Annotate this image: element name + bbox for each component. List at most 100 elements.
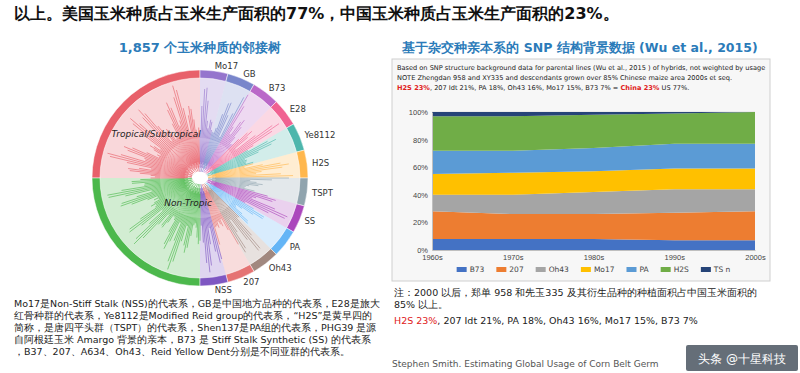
x-tick: 1970s: [503, 250, 524, 262]
clade-ring: [297, 178, 308, 206]
x-tick-label: 1960s: [422, 253, 443, 262]
areas: [432, 112, 755, 250]
legend-item: B73: [457, 265, 485, 274]
legend-swatch: [536, 267, 546, 272]
legend-item: PA: [626, 265, 649, 274]
clade-ring: [297, 150, 308, 178]
tree-branch: [203, 188, 220, 244]
tree-branch: [188, 115, 198, 168]
legend-swatch: [457, 267, 467, 272]
clade-label: B73: [269, 83, 286, 93]
legend-label: TS n: [713, 265, 731, 274]
tree-title: 1,857 个玉米种质的邻接树: [119, 40, 282, 55]
x-tick-label: 1970s: [503, 253, 524, 262]
clade-label: NSS: [215, 285, 232, 295]
chart-annotation: NOTE Zhengdan 958 and XY335 and descenda…: [397, 74, 732, 82]
chart-note: 注：2000 以后，郑单 958 和先玉335 及其衍生品种的种植面积占中国玉米…: [394, 287, 757, 310]
tree-branch: [132, 179, 192, 184]
area-series: [432, 211, 755, 240]
clade-label: GB: [243, 69, 256, 79]
y-tick: 40%: [413, 191, 432, 200]
chart-annotation: Based on SNP structure background data f…: [397, 64, 765, 72]
annotation-run: US 77%.: [659, 84, 689, 92]
clade-label: Mo17: [215, 61, 238, 71]
clade-label: SS: [304, 216, 315, 226]
annotation-run: China 23%: [620, 84, 659, 92]
legend-label: 207: [509, 265, 524, 274]
clade-label: Ye8112: [303, 130, 335, 140]
clade-label: 207: [243, 277, 259, 287]
clade-ring: [287, 204, 305, 232]
citation: Stephen Smith. Estimating Global Usage o…: [392, 359, 659, 369]
annotation-run: H2S 23%: [397, 84, 430, 92]
tree-note: Mo17是Non-Stiff Stalk (NSS)的代表系，GB是中国地方品种…: [14, 298, 380, 357]
clade-ring: [92, 70, 200, 178]
tree-branch: [215, 167, 282, 176]
legend-swatch: [661, 267, 671, 272]
x-axis-line: [433, 250, 756, 251]
legend-label: B73: [470, 265, 485, 274]
legend-swatch: [496, 267, 506, 272]
y-tick-label: 80%: [413, 136, 428, 145]
header-text: 以上。美国玉米种质占玉米生产面积的77%，中国玉米种质占玉米生产面积的23%。: [14, 4, 619, 23]
y-tick-label: 20%: [413, 218, 428, 227]
legend-swatch: [581, 267, 591, 272]
x-axis: 1960s 1970s 1980s 1990s 2000s: [422, 250, 766, 262]
note-run: H2S 23%: [394, 315, 437, 326]
legend-item: TS n: [701, 265, 731, 274]
slide: 以上。美国玉米种质占玉米生产面积的77%，中国玉米种质占玉米生产面积的23%。 1…: [0, 0, 800, 373]
legend-item: 207: [496, 265, 524, 274]
clade-label: Tropical/Subtropical: [112, 129, 202, 139]
plot-area: [432, 112, 755, 250]
area-series: [432, 239, 755, 250]
legend-label: PA: [639, 265, 649, 274]
tree-branch: [212, 163, 280, 176]
tree-branch: [213, 126, 272, 169]
legend-item: Mo17: [581, 265, 615, 274]
clade-label: Oh43: [269, 263, 292, 273]
tree-branch: [191, 109, 199, 172]
x-tick: 1960s: [422, 250, 443, 262]
x-tick: 2000s: [745, 250, 766, 262]
chart-note-runs: H2S 23%, 207 Idt 21%, PA 18%, Oh43 16%, …: [394, 315, 698, 326]
x-tick-label: 2000s: [745, 253, 766, 262]
y-tick: 60%: [413, 163, 432, 172]
legend-label: Oh43: [549, 265, 569, 274]
clade-label: Non-Tropic: [164, 198, 212, 208]
clade-label: E28: [290, 104, 306, 114]
x-tick-label: 1990s: [665, 253, 686, 262]
clade-sector: [100, 178, 200, 278]
watermark: 头条 @十星科技: [698, 352, 786, 366]
y-tick: 80%: [413, 136, 432, 145]
legend-item: Oh43: [536, 265, 569, 274]
note-run: , 207 Idt 21%, PA 18%, Oh43 16%, Mo17 15…: [437, 315, 697, 326]
legend-label: H2S: [674, 265, 689, 274]
x-tick: 1980s: [584, 250, 605, 262]
y-tick-label: 60%: [413, 163, 428, 172]
clade-ring: [92, 178, 200, 286]
watermark-box: [686, 345, 798, 371]
area-series: [432, 112, 755, 151]
y-tick-label: 40%: [413, 191, 428, 200]
tree-branch: [173, 86, 196, 163]
x-tick: 1990s: [665, 250, 686, 262]
clade-label: TSPT: [311, 188, 334, 198]
x-tick-label: 1980s: [584, 253, 605, 262]
y-axis-line: [432, 113, 433, 251]
tree-branch: [214, 144, 271, 171]
tree: Tropical/Subtropical Non-Tropic Mo17 GB B73 E…: [92, 61, 335, 295]
chart-box: [392, 59, 770, 281]
y-axis: 0%20%40%60%80%100%: [409, 108, 433, 255]
legend-item: H2S: [661, 265, 689, 274]
legend-swatch: [701, 267, 711, 272]
chart-annotation: H2S 23%, 207 Idt 21%, PA 18%, Oh43 16%, …: [397, 84, 689, 92]
tree-branch: [109, 180, 192, 198]
clade-label: H2S: [312, 158, 329, 168]
y-tick: 20%: [413, 218, 432, 227]
y-tick: 100%: [409, 108, 432, 117]
tree-branch: [140, 178, 191, 179]
legend-swatch: [626, 267, 636, 272]
clade-ring: [200, 70, 228, 81]
annotation-run: , 207 Idt 21%, PA 18%, Oh43 16%, Mo17 15…: [430, 84, 621, 92]
clade-label: PA: [290, 242, 301, 252]
